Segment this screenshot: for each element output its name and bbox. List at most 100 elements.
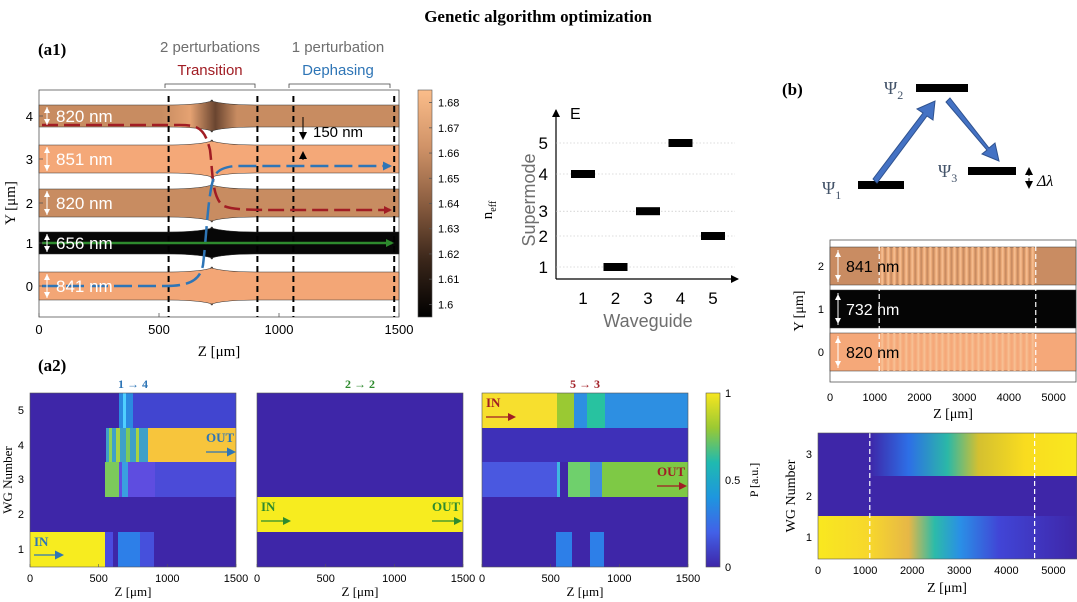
supermode-mark-1: [571, 170, 595, 178]
a2-heatmap-3: [482, 393, 688, 567]
neff-label-sub: eff: [488, 200, 499, 212]
b-heatmap-ytick-1: 1: [806, 532, 812, 544]
a1-ytick-0: 0: [26, 279, 33, 294]
panel-label-b: (b): [782, 80, 803, 99]
level-diagram: Ψ1 Ψ2 Ψ3 Δλ: [822, 78, 1053, 202]
b-width-label-1: 732 nm: [846, 302, 899, 319]
b-ytick-0: 0: [818, 347, 824, 359]
panel-a1: 2 perturbations Transition 1 perturbatio…: [3, 39, 499, 360]
a1-ytick-3: 3: [26, 152, 33, 167]
a2-ytick-3: 3: [18, 474, 24, 486]
b-heatmap-row-3: [818, 433, 1077, 476]
panel-a2: 0 500 1000 1500 1 2 3 4 5 0 500 1000 1500 0 500 1000 150…: [0, 377, 761, 599]
a2-p2-title: 2 → 2: [345, 377, 375, 391]
path-transition-red: [42, 123, 392, 214]
supermode-chart: E 1 2 3 4 5 1 2 3 4 5 Waveguide Supermode: [519, 106, 739, 331]
p-colorbar-ticks: 00.51: [725, 388, 740, 574]
bracket-transition-label: Transition: [177, 62, 242, 79]
transition-arrow-down: [945, 97, 1000, 162]
a1-axis-ticks: 0 500 1000 1500 0 1 2 3 4: [26, 109, 414, 337]
neff-tick-1.6: 1.6: [438, 299, 453, 311]
b-heatmap-xtick-2000: 2000: [900, 565, 924, 577]
level-psi2-label: Ψ2: [884, 78, 903, 102]
delta-lambda-label: Δλ: [1036, 173, 1053, 190]
bracket-dephasing-label: Dephasing: [302, 62, 374, 79]
b-xtick-2000: 2000: [907, 392, 931, 404]
a2-xlabel-1: Z [μm]: [115, 584, 152, 599]
b-heatmap-row-2: [818, 476, 1077, 516]
a2-p3-xtick-1500: 1500: [676, 573, 700, 585]
neff-label-n: n: [480, 211, 496, 219]
a2-xlabel-3: Z [μm]: [567, 584, 604, 599]
supermode-marks: [571, 139, 725, 271]
a2-p3-xtick-1000: 1000: [607, 573, 631, 585]
supermode-mark-5: [701, 232, 725, 240]
b-heatmap-xlabel: Z [μm]: [927, 581, 967, 596]
a2-ytick-2: 2: [18, 509, 24, 521]
neff-tick-1.64: 1.64: [438, 199, 459, 211]
supermode-xlabel: Waveguide: [603, 311, 692, 331]
bracket-transition-count: 2 perturbations: [160, 39, 260, 56]
a1-dashed-lines: [167, 96, 396, 317]
level-psi2: [916, 84, 968, 92]
b-axis-ticks: 0 1000 2000 3000 4000 5000 0 1 2: [818, 261, 1066, 404]
a2-p1-title: 1 → 4: [118, 377, 148, 391]
neff-tick-1.65: 1.65: [438, 173, 459, 185]
a2-p1-xtick-0: 0: [27, 573, 33, 585]
a2-ytick-4: 4: [18, 440, 24, 452]
supermode-xtick-1: 1: [578, 289, 587, 308]
supermode-xtick-5: 5: [708, 289, 717, 308]
bracket-dephasing-count: 1 perturbation: [292, 39, 385, 56]
a1-width-labels: 820 nm 851 nm 820 nm 656 nm 841 nm: [44, 107, 113, 298]
p-colorbar-label: P [a.u.]: [747, 463, 761, 498]
b-width-label-2: 841 nm: [846, 259, 899, 276]
supermode-xtick-2: 2: [611, 289, 620, 308]
supermode-ytick-3: 3: [539, 202, 548, 221]
b-xtick-0: 0: [827, 392, 833, 404]
a2-p2-xtick-0: 0: [254, 573, 260, 585]
b-dashed-lines: [878, 246, 1037, 372]
figure-title: Genetic algorithm optimization: [424, 7, 652, 26]
panel-b-heatmap: 0 1000 2000 3000 4000 5000 1 2 3 Z [μm] WG Numbe…: [784, 432, 1077, 596]
a2-p1-xtick-500: 500: [89, 573, 107, 585]
a2-p3-title: 5 → 3: [570, 377, 600, 391]
p-tick-1: 1: [725, 388, 731, 400]
supermode-ylabel: Supermode: [519, 153, 539, 246]
a1-waveguide-3: [38, 139, 400, 179]
neff-tick-1.63: 1.63: [438, 224, 459, 236]
a1-width-label-3: 851 nm: [56, 150, 113, 169]
level-psi1-label: Ψ1: [822, 178, 841, 202]
svg-text:neff: neff: [480, 200, 499, 219]
path-dephasing-blue: [42, 161, 392, 288]
a2-p1-xtick-1500: 1500: [224, 573, 248, 585]
supermode-ytick-5: 5: [539, 134, 548, 153]
b-heatmap-xtick-3000: 3000: [947, 565, 971, 577]
supermode-ytick-1: 1: [539, 258, 548, 277]
neff-colorbar-ticks: 1.6 1.61 1.62 1.63 1.64 1.65 1.66 1.67 1.68: [429, 98, 459, 311]
neff-tick-1.68: 1.68: [438, 98, 459, 110]
a2-p3-out: OUT: [657, 464, 686, 479]
neff-tick-1.61: 1.61: [438, 274, 459, 286]
transition-arrow-up: [872, 100, 936, 184]
b-ytick-2: 2: [818, 261, 824, 273]
a1-ytick-4: 4: [26, 109, 33, 124]
a2-ytick-1: 1: [18, 544, 24, 556]
a1-width-label-4: 820 nm: [56, 107, 113, 126]
supermode-ytick-4: 4: [539, 165, 548, 184]
a2-p2-out: OUT: [432, 499, 461, 514]
gap-annotation: 150 nm: [299, 117, 363, 160]
supermode-xtick-4: 4: [676, 289, 685, 308]
a1-width-label-1: 656 nm: [56, 234, 113, 253]
b-waveguide-1: [829, 289, 1077, 329]
a2-p2-in: IN: [261, 499, 276, 514]
level-psi3-label: Ψ3: [938, 161, 957, 185]
a2-ylabel: WG Number: [0, 446, 15, 514]
b-heatmap-dashed: [869, 433, 1036, 559]
b-xtick-3000: 3000: [952, 392, 976, 404]
supermode-xtick-3: 3: [643, 289, 652, 308]
a2-p2-xtick-1000: 1000: [382, 573, 406, 585]
a2-p1-xtick-1000: 1000: [155, 573, 179, 585]
a2-annotations: IN OUT IN OUT IN OUT: [34, 395, 687, 560]
a2-p3-in: IN: [486, 395, 501, 410]
